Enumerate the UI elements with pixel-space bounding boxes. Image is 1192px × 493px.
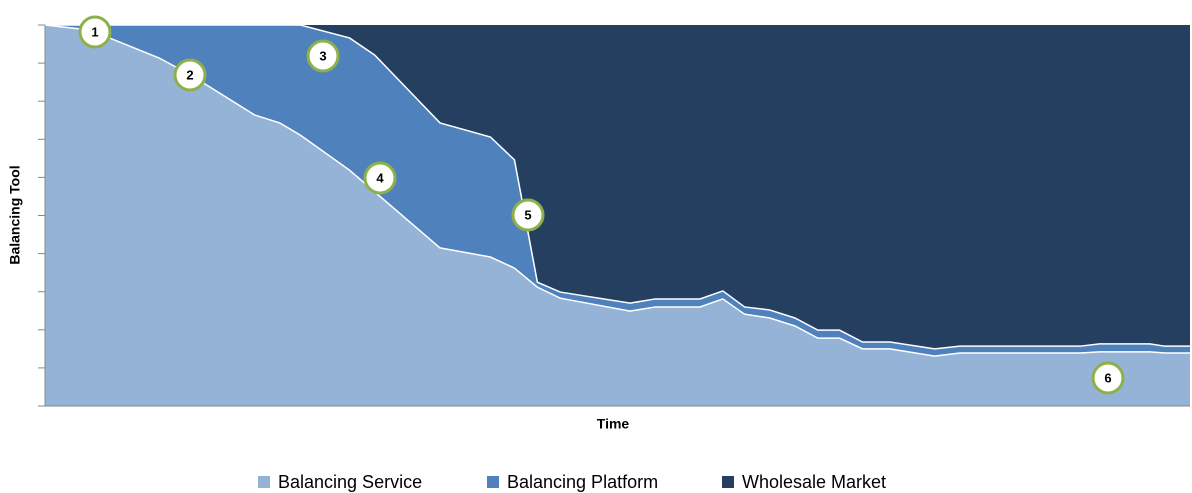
annotation-label: 3 [319,48,326,63]
annotation-marker [363,161,397,195]
annotation-marker [306,39,340,73]
area [45,25,1190,357]
annotation-label: 5 [524,207,531,222]
annotation-marker [78,15,112,49]
y-axis-title: Balancing Tool [7,165,23,264]
annotation-marker [173,58,207,92]
legend-swatch [258,476,270,488]
annotation-marker [1091,361,1125,395]
legend-label: Balancing Platform [507,472,658,492]
area-boundary [45,24,1190,350]
x-axis-title: Time [597,416,630,432]
annotation-marker [511,198,545,232]
area [45,25,1190,349]
annotation-label: 2 [186,67,193,82]
annotation-label: 1 [91,24,98,39]
legend-label: Wholesale Market [742,472,886,492]
legend-label: Balancing Service [278,472,422,492]
annotation-label: 4 [376,170,384,185]
legend-swatch [487,476,499,488]
annotation-label: 6 [1104,370,1111,385]
legend-swatch [722,476,734,488]
area-boundary [44,24,1190,357]
area [45,25,1190,406]
